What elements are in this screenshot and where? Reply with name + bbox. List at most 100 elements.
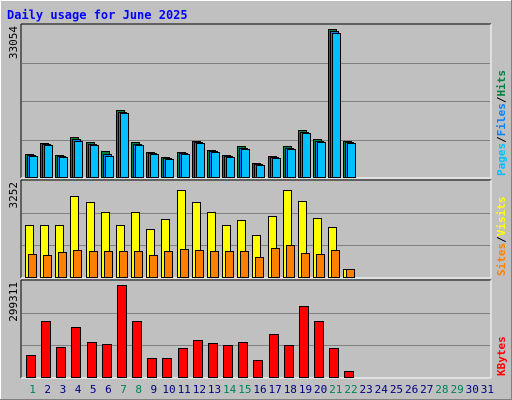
day-label-27: 27 (420, 383, 433, 396)
bar-pages-day-22 (347, 143, 356, 178)
bar-kbytes-day-7 (117, 285, 127, 378)
bar-pages-day-8 (135, 145, 144, 178)
bar-sites-day-21 (331, 250, 340, 278)
x-axis-day-labels: 1 2 3 4 5 6 7 8 9 10 11 12 13 14 15 16 17 18 19 20 21 22 23 24 2… (29, 383, 494, 396)
bar-kbytes-day-9 (147, 358, 157, 378)
bar-sites-day-15 (240, 251, 249, 278)
bar-pages-day-5 (90, 145, 99, 178)
bar-pages-day-4 (74, 141, 83, 178)
bar-pages-day-16 (256, 165, 265, 178)
panel-max-label: 3252 (7, 182, 20, 209)
bar-pages-day-15 (241, 149, 250, 178)
day-label-24: 24 (375, 383, 389, 396)
bar-sites-day-12 (195, 250, 204, 278)
bar-kbytes-day-4 (71, 327, 81, 378)
bar-kbytes-day-17 (269, 334, 279, 378)
bar-pages-day-6 (105, 156, 114, 178)
panel-legend-label: KBytes (495, 336, 508, 376)
kbytes-panel: 299311 KBytes (7, 279, 508, 379)
bar-kbytes-day-1 (26, 355, 36, 378)
day-label-19: 19 (299, 383, 312, 396)
day-label-4: 4 (75, 383, 82, 396)
legend-part: KBytes (495, 336, 508, 376)
bar-pages-day-12 (196, 143, 205, 178)
bar-kbytes-day-5 (87, 342, 97, 378)
legend-part: / (495, 236, 508, 243)
bar-kbytes-day-15 (238, 342, 248, 378)
bar-sites-day-11 (180, 249, 189, 278)
bar-pages-day-11 (181, 154, 190, 178)
bar-pages-day-10 (165, 159, 174, 178)
day-label-23: 23 (360, 383, 373, 396)
bar-kbytes-day-22 (344, 371, 354, 378)
day-label-12: 12 (193, 383, 206, 396)
day-label-18: 18 (284, 383, 297, 396)
day-label-25: 25 (390, 383, 403, 396)
bar-kbytes-day-3 (56, 347, 66, 378)
bar-kbytes-day-2 (41, 321, 51, 378)
bar-pages-day-21 (332, 33, 341, 178)
bar-kbytes-day-10 (162, 358, 172, 378)
bar-kbytes-day-12 (193, 340, 203, 378)
legend-part: Files (495, 103, 508, 136)
day-label-28: 28 (435, 383, 448, 396)
bar-sites-day-14 (225, 251, 234, 278)
bar-pages-day-17 (272, 158, 281, 178)
bar-sites-day-7 (119, 251, 128, 278)
day-label-20: 20 (314, 383, 327, 396)
bar-pages-day-3 (59, 157, 68, 178)
bar-sites-day-9 (149, 255, 158, 278)
bar-sites-day-1 (28, 254, 37, 278)
bar-sites-day-4 (73, 250, 82, 278)
day-label-15: 15 (238, 383, 251, 396)
bar-pages-day-20 (317, 142, 326, 178)
day-label-6: 6 (105, 383, 112, 396)
panel-max-label: 33054 (7, 26, 20, 59)
bar-sites-day-19 (301, 253, 310, 278)
panel-max-label: 299311 (7, 282, 20, 322)
legend-part: Sites (495, 243, 508, 276)
panel-legend-label: Sites/Visits (495, 197, 508, 277)
day-label-2: 2 (44, 383, 51, 396)
bar-sites-day-17 (271, 248, 280, 278)
day-label-3: 3 (60, 383, 67, 396)
bar-pages-day-18 (287, 149, 296, 178)
chart-title: Daily usage for June 2025 (7, 8, 188, 22)
bar-sites-day-6 (104, 251, 113, 278)
day-label-29: 29 (450, 383, 463, 396)
bar-sites-day-18 (286, 245, 295, 278)
bar-pages-day-2 (44, 145, 53, 178)
bar-kbytes-day-11 (178, 348, 188, 378)
day-label-5: 5 (90, 383, 97, 396)
day-label-26: 26 (405, 383, 418, 396)
day-label-16: 16 (253, 383, 266, 396)
day-label-31: 31 (481, 383, 494, 396)
bar-sites-day-10 (164, 251, 173, 278)
bar-pages-day-9 (150, 154, 159, 178)
bar-kbytes-day-14 (223, 345, 233, 378)
bar-pages-day-13 (211, 152, 220, 178)
day-label-1: 1 (29, 383, 36, 396)
bar-pages-day-19 (302, 133, 311, 178)
day-label-8: 8 (135, 383, 142, 396)
day-label-11: 11 (178, 383, 191, 396)
bar-sites-day-8 (134, 251, 143, 278)
day-label-21: 21 (329, 383, 342, 396)
day-label-13: 13 (208, 383, 221, 396)
day-label-9: 9 (151, 383, 158, 396)
legend-part: Pages (495, 143, 508, 176)
day-label-17: 17 (269, 383, 282, 396)
day-label-7: 7 (120, 383, 127, 396)
day-label-10: 10 (162, 383, 175, 396)
bar-sites-day-13 (210, 251, 219, 278)
legend-part: Hits (495, 70, 508, 97)
panel-legend-label: Pages/Files/Hits (495, 70, 508, 176)
day-label-22: 22 (344, 383, 357, 396)
legend-part: / (495, 136, 508, 143)
bar-sites-day-22 (346, 269, 355, 278)
bar-sites-day-2 (43, 255, 52, 278)
bar-pages-day-1 (29, 156, 38, 178)
